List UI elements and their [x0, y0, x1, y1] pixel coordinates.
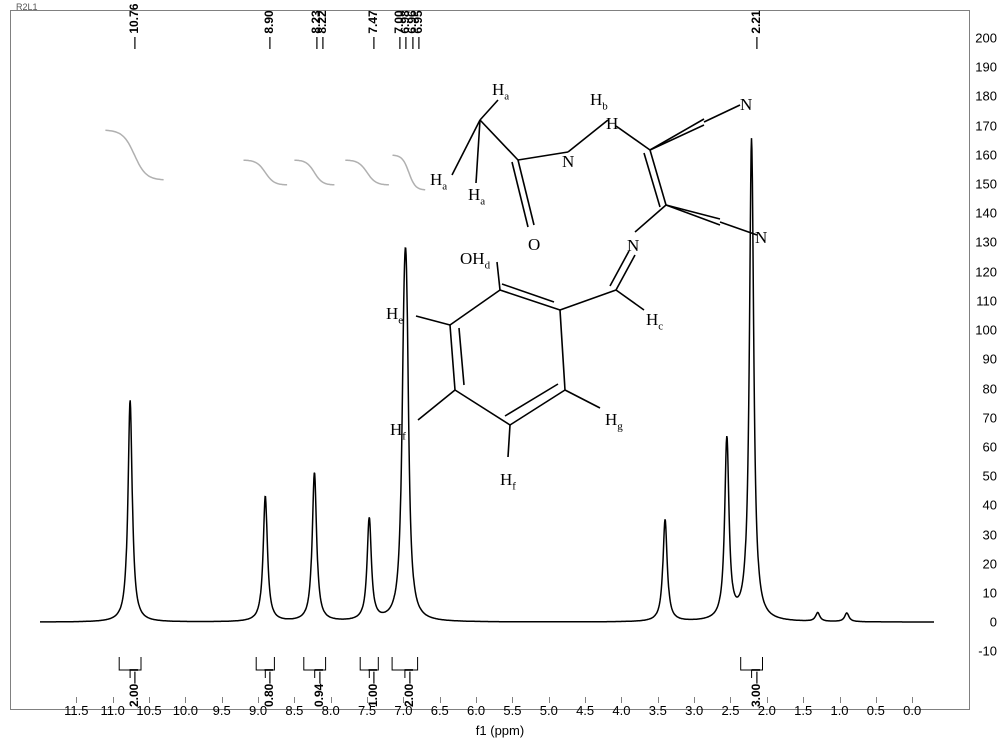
x-tick-label: 1.5 — [794, 703, 812, 718]
x-tick-label: 0.5 — [867, 703, 885, 718]
x-tick-label: 5.0 — [540, 703, 558, 718]
x-tick-label: 6.5 — [431, 703, 449, 718]
molecule-atom-label: Ha — [468, 185, 485, 207]
x-axis-label: f1 (ppm) — [476, 723, 524, 738]
y-tick-label: 190 — [975, 60, 997, 75]
peak-ppm-label: — 7.47 — [366, 10, 380, 49]
molecule-atom-label: O — [528, 235, 540, 255]
y-tick-label: 140 — [975, 206, 997, 221]
peak-ppm-label: — 8.90 — [262, 10, 276, 49]
peak-ppm-label: — 8.22 — [315, 10, 329, 49]
x-tick-label: 5.5 — [503, 703, 521, 718]
x-tick-label: 4.0 — [612, 703, 630, 718]
molecule-atom-label: H — [606, 114, 618, 134]
y-tick-label: 120 — [975, 264, 997, 279]
y-tick-label: 10 — [983, 585, 997, 600]
molecule-atom-label: He — [386, 304, 403, 326]
integral-value-label: 0.94—I — [312, 668, 326, 707]
molecule-atom-label: Hc — [646, 310, 663, 332]
x-tick-label: 11.5 — [64, 703, 88, 718]
x-tick-label: 3.5 — [649, 703, 667, 718]
nmr-figure: R2L1 11.511.010.510.09.59.08.58.07.57.06… — [0, 0, 1000, 743]
molecule-atom-label: OHd — [460, 249, 490, 271]
integral-value-label: 2.00—I — [402, 668, 416, 707]
molecule-atom-label: N — [755, 228, 767, 248]
integral-value-label: 3.00—I — [749, 668, 763, 707]
y-tick-label: 80 — [983, 381, 997, 396]
x-tick-label: 6.0 — [467, 703, 485, 718]
molecule-atom-label: Ha — [492, 80, 509, 102]
molecule-atom-label: Hf — [500, 470, 516, 492]
y-tick-label: 160 — [975, 147, 997, 162]
integral-value-label: 2.00—I — [127, 668, 141, 707]
x-tick-label: 0.0 — [903, 703, 921, 718]
spectrum-svg — [10, 10, 970, 710]
x-tick-label: 11.0 — [101, 703, 125, 718]
x-tick-label: 9.5 — [213, 703, 231, 718]
y-tick-label: 170 — [975, 118, 997, 133]
y-tick-label: 200 — [975, 31, 997, 46]
y-tick-label: 130 — [975, 235, 997, 250]
y-tick-label: 50 — [983, 469, 997, 484]
molecule-atom-label: Hf — [390, 420, 406, 442]
molecule-atom-label: Hg — [605, 410, 623, 432]
y-tick-label: 180 — [975, 89, 997, 104]
integral-value-label: 0.80—I — [262, 668, 276, 707]
y-tick-label: 60 — [983, 439, 997, 454]
x-tick-label: 2.5 — [721, 703, 739, 718]
peak-ppm-label: — 6.95 — [411, 10, 425, 49]
y-tick-label: 100 — [975, 323, 997, 338]
peak-ppm-label: — 10.76 — [127, 4, 141, 49]
y-tick-label: 90 — [983, 352, 997, 367]
y-tick-label: 40 — [983, 498, 997, 513]
peak-ppm-label: — 2.21 — [749, 10, 763, 49]
y-tick-label: -10 — [978, 644, 997, 659]
molecule-atom-label: N — [740, 95, 752, 115]
y-tick-label: 110 — [976, 293, 997, 308]
y-tick-label: 150 — [975, 177, 997, 192]
y-tick-label: 70 — [983, 410, 997, 425]
molecule-atom-label: N — [627, 236, 639, 256]
y-tick-label: 0 — [990, 615, 997, 630]
molecule-atom-label: N — [562, 152, 574, 172]
molecule-atom-label: Ha — [430, 170, 447, 192]
molecule-atom-label: Hb — [590, 90, 608, 112]
y-tick-label: 20 — [983, 556, 997, 571]
y-tick-label: 30 — [983, 527, 997, 542]
x-tick-label: 8.5 — [285, 703, 303, 718]
x-tick-label: 4.5 — [576, 703, 594, 718]
x-tick-label: 1.0 — [830, 703, 848, 718]
integral-value-label: 1.00—I — [366, 668, 380, 707]
x-tick-label: 10.0 — [173, 703, 198, 718]
x-tick-label: 3.0 — [685, 703, 703, 718]
